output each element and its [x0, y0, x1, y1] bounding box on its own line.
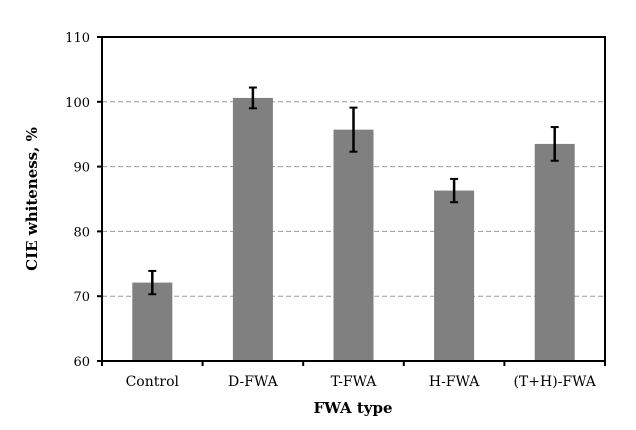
bar-Control [132, 282, 173, 361]
bar-(T+H)-FWA [534, 143, 575, 361]
x-tick-label: (T+H)-FWA [513, 374, 596, 390]
y-tick-label: 60 [73, 355, 90, 370]
y-axis-label: CIE whiteness, % [23, 127, 41, 271]
x-tick-label: H-FWA [429, 374, 480, 390]
x-tick-label: D-FWA [228, 374, 279, 390]
y-tick-label: 90 [73, 161, 90, 176]
y-tick-label: 80 [73, 225, 90, 240]
y-tick-label: 110 [65, 31, 90, 46]
plot-frame [101, 36, 606, 362]
x-tick-labels: Control D-FWA T-FWA H-FWA (T+H)-FWA [126, 374, 597, 390]
y-tick-label: 70 [73, 290, 90, 305]
bar-D-FWA [232, 97, 273, 362]
bars [132, 97, 575, 362]
x-tick-label: T-FWA [331, 374, 378, 390]
bar-H-FWA [434, 190, 475, 361]
x-axis-label: FWA type [313, 399, 392, 417]
y-tick-label: 100 [65, 96, 90, 111]
bar-T-FWA [333, 129, 374, 361]
x-tick-label: Control [126, 374, 180, 390]
y-tick-labels: 60 70 80 90 100 110 [65, 31, 90, 370]
error-bars [148, 86, 559, 296]
